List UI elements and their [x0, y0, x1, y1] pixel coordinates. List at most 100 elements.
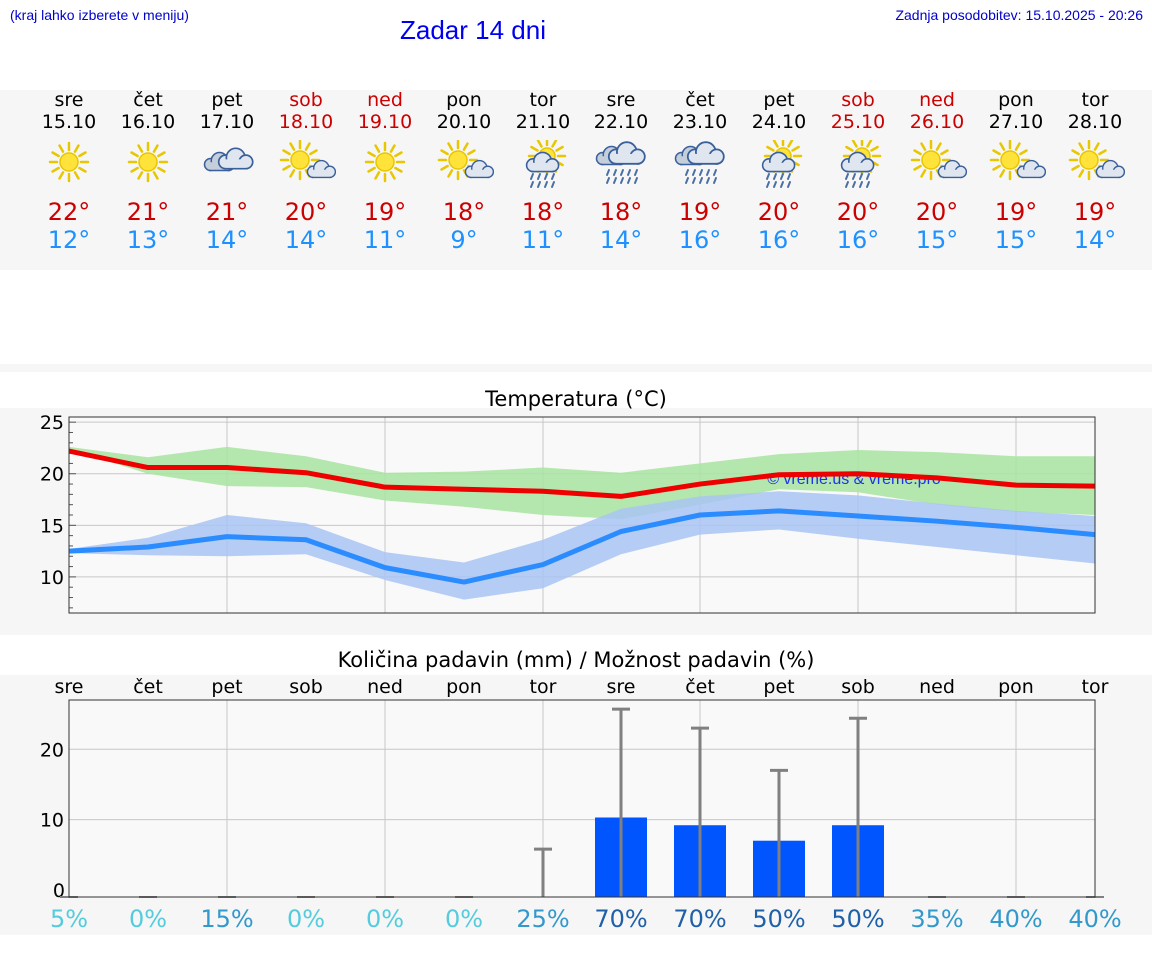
min-temp: 14° [1073, 226, 1117, 254]
sun-rain-icon [525, 140, 567, 188]
temperature-chart-title: Temperatura (°C) [485, 387, 667, 411]
max-temp: 22° [47, 198, 91, 226]
day-name: čet [133, 89, 163, 111]
rain-icon [595, 141, 646, 184]
max-temp: 18° [442, 198, 486, 226]
precip-day-label: ned [919, 676, 955, 698]
day-name: sob [841, 89, 875, 111]
precip-chance-label: 0% [444, 905, 484, 933]
precip-chance-label: 50% [831, 905, 885, 933]
max-temp: 20° [757, 198, 801, 226]
precip-day-label: sre [54, 676, 84, 698]
min-temp-line [68, 508, 1096, 585]
y-tick-label: 10 [40, 810, 64, 832]
forecast-day: ned 19.10 19° 11° [345, 89, 425, 255]
divider [0, 364, 1152, 372]
precip-chance-label: 0% [286, 905, 326, 933]
max-temp: 19° [1073, 198, 1117, 226]
precip-day-label: sob [841, 676, 875, 698]
plot-frame [68, 699, 1096, 898]
y-tick-label: 25 [40, 412, 64, 434]
max-temp-range-band [69, 446, 1095, 520]
day-date: 21.10 [515, 111, 571, 133]
max-temp: 20° [284, 198, 328, 226]
max-temp: 19° [363, 198, 407, 226]
day-date: 27.10 [988, 111, 1044, 133]
forecast-day: čet 23.10 19° 16° [660, 90, 740, 255]
day-name: tor [529, 89, 557, 111]
precip-day-label: sob [289, 676, 323, 698]
plot-area [69, 700, 1095, 897]
day-name: ned [919, 89, 955, 111]
day-name: pet [211, 89, 243, 111]
y-tick-label: 20 [40, 464, 64, 486]
day-date: 22.10 [593, 111, 649, 133]
max-temp: 21° [126, 198, 170, 226]
plot-frame [68, 416, 1096, 614]
min-temp: 12° [47, 226, 91, 254]
precip-chance-label: 0% [365, 905, 405, 933]
precip-day-label: sre [606, 676, 636, 698]
precip-chance-label: 40% [1068, 905, 1122, 933]
sun-icon [127, 141, 169, 183]
precip-chance-label: 25% [516, 905, 570, 933]
y-tick-label: 20 [40, 739, 64, 761]
forecast-day: pet 24.10 20° 16° [739, 90, 819, 255]
precip-chance-label: 40% [989, 905, 1043, 933]
sun-icon [364, 141, 406, 183]
sun-cloud-icon [279, 140, 336, 181]
day-date: 18.10 [278, 111, 334, 133]
precip-chance-label: 70% [673, 905, 727, 933]
forecast-day: tor 28.10 19° 14° [1055, 90, 1135, 254]
precip-chance-label: 35% [910, 905, 964, 933]
precipitation-chart: 0 10 20 [40, 699, 1104, 902]
min-temp: 15° [915, 226, 959, 254]
max-temp: 20° [915, 198, 959, 226]
forecast-day: sre 15.10 22° 12° [29, 90, 109, 255]
min-temp: 9° [450, 226, 478, 254]
day-name: ned [367, 89, 403, 111]
cloudy-icon [203, 147, 254, 172]
sun-cloud-icon [910, 140, 967, 181]
min-temp: 13° [126, 226, 170, 254]
page-title: Zadar 14 dni [400, 15, 546, 45]
forecast-panel [0, 90, 1152, 270]
precip-chance-label: 15% [200, 905, 254, 933]
day-date: 24.10 [751, 111, 807, 133]
y-tick-label: 0 [53, 880, 65, 902]
y-tick-label: 10 [40, 567, 64, 589]
precip-day-label: ned [367, 676, 403, 698]
min-temp: 14° [599, 226, 643, 254]
day-name: pon [446, 89, 482, 111]
day-date: 16.10 [120, 111, 176, 133]
precip-day-label: pet [763, 676, 795, 698]
forecast-day: sob 18.10 20° 14° [266, 90, 346, 254]
min-temp: 11° [363, 226, 407, 254]
day-name: sre [606, 89, 636, 111]
day-date: 25.10 [830, 111, 886, 133]
precip-day-label: čet [133, 676, 163, 698]
precip-day-label: tor [529, 676, 557, 698]
region-hint-link[interactable]: (kraj lahko izberete v meniju) [10, 7, 189, 23]
day-date: 20.10 [436, 111, 492, 133]
max-temp: 20° [836, 198, 880, 226]
day-date: 28.10 [1067, 111, 1123, 133]
precip-chance-label: 5% [49, 905, 89, 933]
max-temp: 19° [678, 198, 722, 226]
day-date: 15.10 [41, 111, 97, 133]
precip-chance-label: 70% [594, 905, 648, 933]
precip-day-label: pon [998, 676, 1034, 698]
max-temp: 18° [521, 198, 565, 226]
forecast-day: pon 27.10 19° 15° [976, 90, 1056, 254]
forecast-day: sob 25.10 20° 16° [818, 89, 898, 255]
precip-day-label: pon [446, 676, 482, 698]
day-name: pon [998, 89, 1034, 111]
day-date: 17.10 [199, 111, 255, 133]
day-date: 26.10 [909, 111, 965, 133]
min-temp: 15° [994, 226, 1038, 254]
precip-day-label: čet [685, 676, 715, 698]
precip-chance-label: 0% [128, 905, 168, 933]
forecast-day: pet 17.10 21° 14° [187, 89, 267, 255]
last-updated: Zadnja posodobitev: 15.10.2025 - 20:26 [895, 7, 1143, 23]
min-temp: 16° [836, 226, 880, 254]
